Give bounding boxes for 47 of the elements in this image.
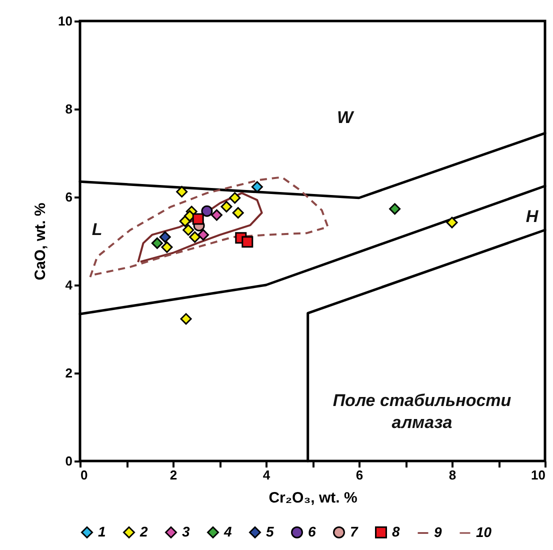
- point: [180, 313, 192, 325]
- point: [220, 200, 232, 212]
- point: [161, 241, 173, 253]
- x-axis-title: Cr₂O₃, wt. %: [268, 490, 358, 506]
- annotation: H: [526, 207, 539, 226]
- point: [182, 224, 194, 236]
- point: [201, 205, 213, 217]
- legend-label: 4: [223, 523, 232, 540]
- legend-label: 1: [98, 523, 106, 540]
- point: [151, 237, 163, 249]
- y-tick-label: 8: [65, 102, 72, 116]
- annotation: L: [92, 220, 102, 239]
- y-tick-label: 4: [65, 278, 74, 292]
- point: [232, 207, 244, 219]
- point: [159, 231, 171, 243]
- x-tick-label: 4: [262, 468, 271, 482]
- x-tick-label: 8: [448, 468, 456, 482]
- point: [389, 203, 401, 215]
- point: [192, 213, 204, 225]
- legend-label: 8: [392, 523, 400, 540]
- legend-label: 2: [139, 523, 148, 540]
- x-tick-label: 0: [80, 468, 88, 482]
- line-series: [89, 176, 329, 278]
- legend-label: 10: [476, 524, 492, 540]
- legend-label: 5: [266, 523, 274, 540]
- line-series: [137, 192, 263, 264]
- y-tick-label: 0: [65, 454, 72, 468]
- x-tick-label: 2: [170, 468, 178, 482]
- annotation: W: [336, 108, 355, 127]
- legend-label: 3: [182, 523, 190, 540]
- x-tick-label: 6: [356, 468, 364, 482]
- point: [176, 186, 188, 198]
- x-tick-label: 10: [531, 468, 546, 482]
- point: [189, 231, 201, 243]
- legend-label: 6: [308, 523, 316, 540]
- legend-label: 7: [350, 523, 359, 540]
- y-tick-label: 10: [58, 14, 72, 28]
- legend-label: 9: [434, 524, 442, 540]
- y-tick-label: 6: [65, 190, 72, 204]
- point: [197, 229, 209, 241]
- point: [446, 216, 458, 228]
- y-axis-title: CaO, wt. %: [32, 202, 50, 280]
- point: [242, 236, 254, 248]
- point: [229, 192, 241, 204]
- y-tick-label: 2: [65, 366, 72, 380]
- annotation: Поле стабильности алмаза: [332, 391, 512, 432]
- point: [210, 209, 222, 221]
